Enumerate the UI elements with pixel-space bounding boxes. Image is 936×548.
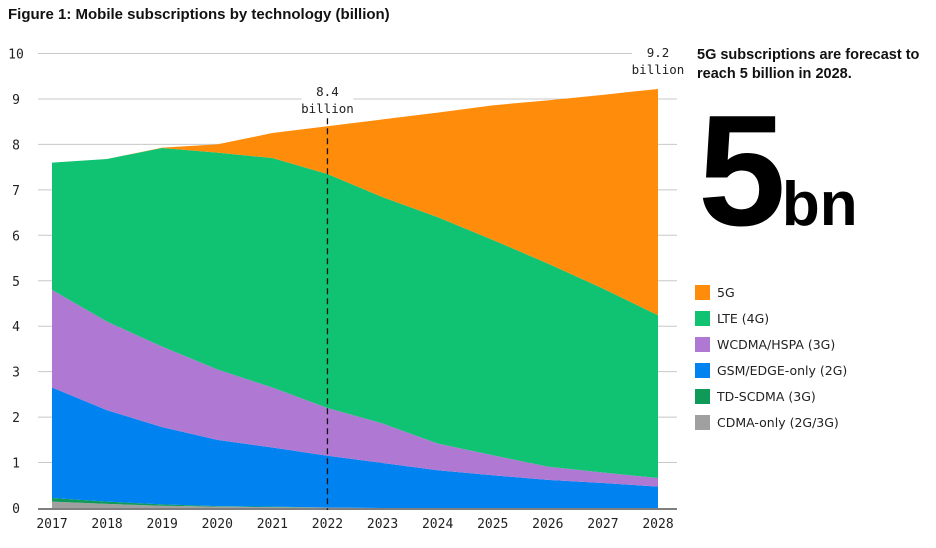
legend-item: GSM/EDGE-only (2G)	[695, 357, 847, 383]
annotation-unit: billion	[301, 101, 354, 116]
area-wcdma-hspa-3g-	[52, 289, 658, 487]
legend-swatch	[695, 310, 710, 326]
legend-item: LTE (4G)	[695, 305, 847, 331]
y-tick-label: 4	[12, 320, 20, 335]
x-tick-label: 2021	[257, 517, 288, 532]
area-gsm-edge-only-2g-	[52, 387, 658, 508]
y-tick-label: 0	[12, 502, 20, 517]
big-unit: bn	[781, 170, 858, 239]
x-tick-label: 2024	[422, 517, 453, 532]
y-tick-label: 10	[8, 48, 24, 63]
legend-label: 5G	[717, 284, 735, 300]
legend: 5G LTE (4G) WCDMA/HSPA (3G) GSM/EDGE-only (…	[695, 279, 847, 435]
x-tick-label: 2023	[367, 517, 398, 532]
y-tick-label: 6	[12, 229, 20, 244]
y-tick-label: 1	[12, 457, 20, 472]
x-tick-label: 2019	[147, 517, 178, 532]
x-tick-label: 2018	[91, 517, 122, 532]
legend-swatch	[695, 284, 710, 300]
legend-label: GSM/EDGE-only (2G)	[717, 362, 848, 378]
x-tick-label: 2028	[642, 517, 673, 532]
annotation-background	[632, 41, 684, 78]
area-5g	[52, 88, 658, 316]
big-stat: 5bn	[698, 92, 858, 250]
legend-item: 5G	[695, 279, 847, 305]
x-tick-label: 2026	[532, 517, 563, 532]
legend-label: CDMA-only (2G/3G)	[717, 414, 839, 430]
annotation-value: 9.2	[647, 45, 670, 60]
y-tick-label: 3	[12, 366, 20, 381]
annotation-value: 8.4	[316, 84, 339, 99]
x-tick-label: 2020	[202, 517, 233, 532]
x-tick-label: 2025	[477, 517, 508, 532]
big-number: 5	[698, 83, 786, 259]
stacked-area-chart: 0 1 2 3 4 5 6 7 8 9 10 2017 2018 2019 2020 2021 2022 2023…	[8, 41, 685, 532]
legend-item: CDMA-only (2G/3G)	[695, 409, 847, 435]
legend-swatch	[695, 362, 710, 378]
y-tick-label: 2	[12, 411, 20, 426]
chart-title: Figure 1: Mobile subscriptions by techno…	[8, 6, 390, 23]
headline: 5G subscriptions are forecast to reach 5…	[697, 47, 920, 82]
annotation-background	[301, 81, 354, 118]
legend-label: LTE (4G)	[717, 310, 770, 326]
legend-label: TD-SCDMA (3G)	[717, 388, 816, 404]
annotation-unit: billion	[632, 62, 685, 77]
y-tick-label: 7	[12, 184, 20, 199]
legend-item: TD-SCDMA (3G)	[695, 383, 847, 409]
x-tick-label: 2017	[36, 517, 67, 532]
area-cdma-only-2g-3g-	[52, 501, 658, 508]
legend-item: WCDMA/HSPA (3G)	[695, 331, 847, 357]
y-tick-label: 5	[12, 275, 20, 290]
legend-swatch	[695, 388, 710, 404]
x-tick-label: 2027	[587, 517, 618, 532]
area-lte-4g-	[52, 148, 658, 479]
legend-label: WCDMA/HSPA (3G)	[717, 336, 836, 352]
legend-swatch	[695, 414, 710, 430]
legend-swatch	[695, 336, 710, 352]
x-tick-label: 2022	[312, 517, 343, 532]
y-tick-label: 8	[12, 138, 20, 153]
y-tick-label: 9	[12, 93, 20, 108]
